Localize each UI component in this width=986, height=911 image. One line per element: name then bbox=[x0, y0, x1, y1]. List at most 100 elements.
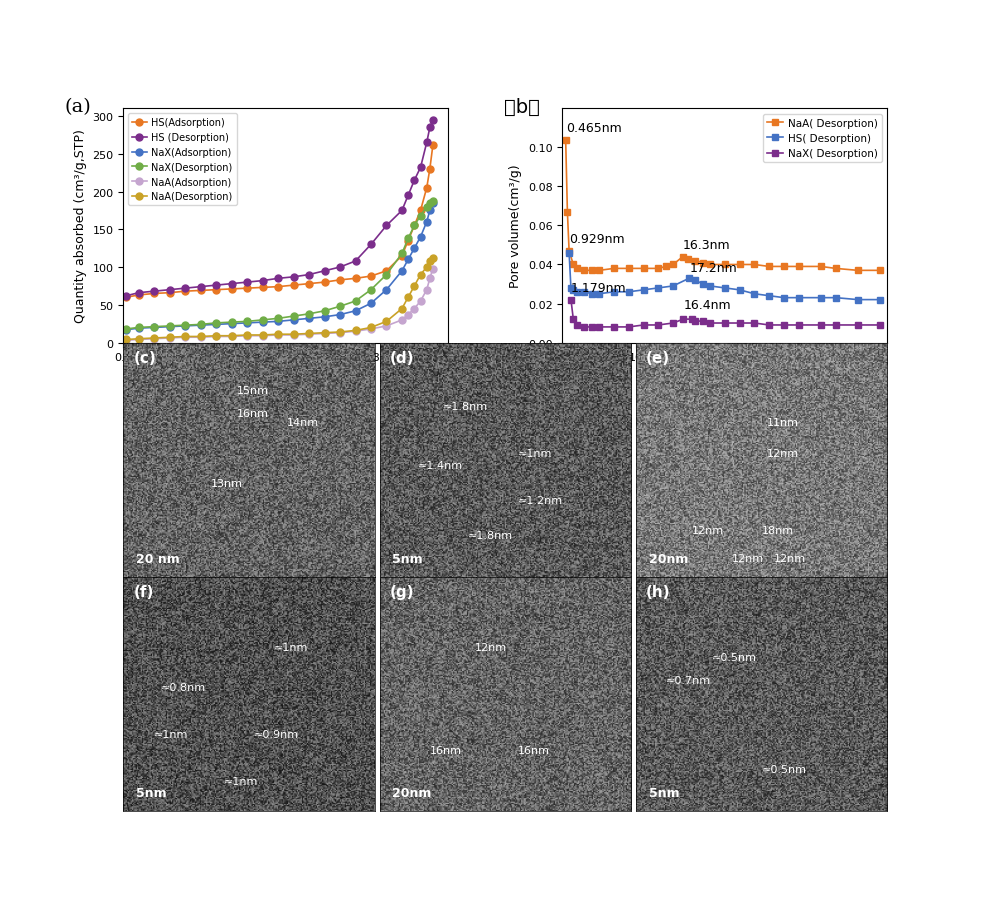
Text: ≈1nm: ≈1nm bbox=[274, 642, 309, 652]
HS(Adsorption) bbox=[365, 271, 377, 282]
NaX(Desorption) bbox=[226, 317, 238, 328]
Text: 1.179nm: 1.179nm bbox=[571, 281, 626, 294]
NaA(Desorption) bbox=[288, 330, 300, 341]
NaA(Desorption) bbox=[408, 281, 420, 292]
Text: 13nm: 13nm bbox=[211, 479, 244, 488]
HS(Adsorption) bbox=[133, 291, 145, 302]
Text: 16.4nm: 16.4nm bbox=[683, 299, 731, 312]
NaA( Desorption) bbox=[778, 261, 790, 272]
Line: NaX(Desorption): NaX(Desorption) bbox=[123, 198, 437, 333]
NaA(Adsorption) bbox=[303, 330, 315, 341]
NaX(Desorption) bbox=[365, 285, 377, 296]
Text: 15nm: 15nm bbox=[237, 385, 268, 395]
HS( Desorption) bbox=[668, 281, 679, 292]
NaA(Desorption) bbox=[318, 328, 330, 339]
HS( Desorption) bbox=[875, 295, 886, 306]
NaA( Desorption) bbox=[793, 261, 805, 272]
HS( Desorption) bbox=[567, 285, 579, 296]
NaA(Desorption) bbox=[365, 322, 377, 333]
HS( Desorption) bbox=[689, 275, 701, 286]
NaX(Adsorption) bbox=[256, 317, 268, 328]
Text: ≈0.7nm: ≈0.7nm bbox=[667, 675, 711, 685]
HS(Adsorption) bbox=[334, 275, 346, 286]
HS (Desorption) bbox=[424, 123, 436, 134]
NaX( Desorption) bbox=[668, 318, 679, 329]
NaA(Desorption) bbox=[164, 333, 176, 343]
Legend: NaA( Desorption), HS( Desorption), NaX( Desorption): NaA( Desorption), HS( Desorption), NaX( … bbox=[763, 115, 882, 163]
HS (Desorption) bbox=[421, 138, 433, 148]
HS (Desorption) bbox=[318, 266, 330, 277]
NaX(Desorption) bbox=[421, 202, 433, 213]
HS (Desorption) bbox=[350, 256, 362, 267]
NaX(Adsorption) bbox=[148, 322, 160, 333]
NaA( Desorption) bbox=[623, 263, 635, 274]
Text: 20nm: 20nm bbox=[649, 552, 688, 565]
NaX(Desorption) bbox=[179, 321, 191, 332]
Text: 12nm: 12nm bbox=[691, 526, 724, 536]
NaA(Adsorption) bbox=[424, 273, 436, 284]
NaA(Desorption) bbox=[350, 325, 362, 336]
HS(Adsorption) bbox=[195, 286, 207, 297]
NaA(Adsorption) bbox=[318, 329, 330, 340]
HS( Desorption) bbox=[830, 292, 842, 303]
Text: 18nm: 18nm bbox=[762, 526, 794, 536]
Text: ≈1.8nm: ≈1.8nm bbox=[467, 530, 513, 540]
NaX(Desorption) bbox=[424, 198, 436, 209]
NaA(Desorption) bbox=[242, 330, 253, 341]
NaA( Desorption) bbox=[689, 256, 701, 267]
Text: 0.465nm: 0.465nm bbox=[566, 122, 621, 135]
HS (Desorption) bbox=[365, 240, 377, 251]
Line: HS( Desorption): HS( Desorption) bbox=[566, 251, 882, 303]
Text: 16nm: 16nm bbox=[518, 745, 550, 755]
NaA(Adsorption) bbox=[334, 328, 346, 339]
HS (Desorption) bbox=[148, 286, 160, 297]
NaA(Desorption) bbox=[272, 330, 284, 341]
NaA(Adsorption) bbox=[415, 296, 427, 307]
NaA( Desorption) bbox=[594, 266, 605, 277]
NaA( Desorption) bbox=[734, 260, 745, 271]
NaX( Desorption) bbox=[793, 320, 805, 331]
HS( Desorption) bbox=[608, 287, 620, 298]
NaA(Adsorption) bbox=[408, 303, 420, 314]
NaA( Desorption) bbox=[830, 263, 842, 274]
Text: ≈0.8nm: ≈0.8nm bbox=[161, 682, 206, 692]
NaX( Desorption) bbox=[608, 322, 620, 333]
HS(Adsorption) bbox=[408, 220, 420, 231]
HS( Desorption) bbox=[571, 287, 583, 298]
HS( Desorption) bbox=[815, 292, 827, 303]
NaA( Desorption) bbox=[608, 263, 620, 274]
HS (Desorption) bbox=[242, 277, 253, 288]
Text: ≈1.8nm: ≈1.8nm bbox=[443, 402, 488, 412]
NaA( Desorption) bbox=[668, 260, 679, 271]
X-axis label: Pore diameter(nm): Pore diameter(nm) bbox=[666, 368, 784, 382]
NaX(Adsorption) bbox=[226, 319, 238, 330]
NaX(Adsorption) bbox=[164, 322, 176, 333]
NaA( Desorption) bbox=[660, 261, 671, 272]
Line: HS(Adsorption): HS(Adsorption) bbox=[123, 142, 437, 302]
NaX( Desorption) bbox=[565, 295, 577, 306]
NaX( Desorption) bbox=[579, 322, 591, 333]
NaA(Adsorption) bbox=[365, 324, 377, 335]
HS(Adsorption) bbox=[415, 206, 427, 217]
NaX(Adsorption) bbox=[179, 321, 191, 332]
HS (Desorption) bbox=[226, 279, 238, 290]
NaX(Desorption) bbox=[120, 324, 132, 335]
NaX( Desorption) bbox=[594, 322, 605, 333]
Text: 16.3nm: 16.3nm bbox=[682, 239, 731, 251]
HS( Desorption) bbox=[734, 285, 745, 296]
NaX(Adsorption) bbox=[415, 232, 427, 243]
HS (Desorption) bbox=[427, 115, 439, 126]
NaA( Desorption) bbox=[638, 263, 650, 274]
NaX( Desorption) bbox=[719, 318, 731, 329]
HS( Desorption) bbox=[719, 283, 731, 294]
NaX( Desorption) bbox=[689, 316, 701, 327]
Text: (c): (c) bbox=[133, 350, 156, 365]
Text: 5nm: 5nm bbox=[392, 552, 423, 565]
NaX(Adsorption) bbox=[288, 315, 300, 326]
NaA( Desorption) bbox=[852, 266, 864, 277]
HS (Desorption) bbox=[396, 206, 408, 217]
NaA(Adsorption) bbox=[179, 333, 191, 343]
NaA(Desorption) bbox=[415, 270, 427, 281]
NaA(Desorption) bbox=[303, 329, 315, 340]
Text: 12nm: 12nm bbox=[732, 554, 764, 564]
